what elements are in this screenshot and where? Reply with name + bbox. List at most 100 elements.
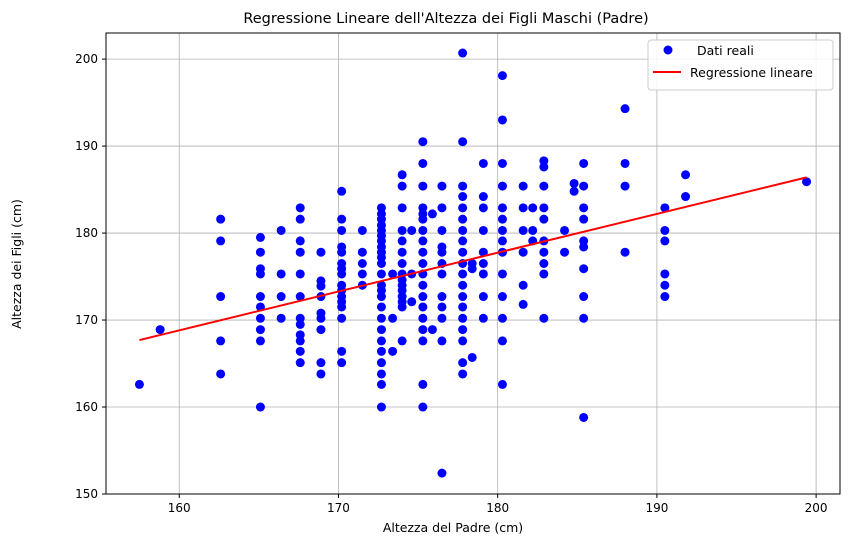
data-point (497, 336, 507, 346)
data-point (418, 402, 428, 412)
data-point (397, 225, 407, 235)
data-point (337, 214, 347, 224)
data-point (376, 259, 386, 268)
data-point (518, 225, 528, 235)
data-point (316, 325, 326, 335)
data-point (458, 203, 468, 213)
plot-frame (105, 32, 841, 495)
data-point (458, 292, 468, 302)
data-point (376, 302, 386, 312)
data-point (579, 158, 589, 168)
data-point (497, 181, 507, 191)
data-point (539, 181, 549, 191)
legend-box (647, 39, 834, 91)
data-point (579, 412, 589, 422)
data-point (388, 346, 398, 356)
data-point (579, 214, 589, 224)
data-point (418, 158, 428, 168)
data-point (295, 336, 305, 346)
data-point (458, 247, 468, 257)
data-point (467, 264, 477, 274)
data-point (418, 313, 428, 323)
data-point (478, 203, 488, 213)
data-point (418, 336, 428, 346)
data-point (497, 313, 507, 323)
data-point (539, 269, 549, 279)
data-point (418, 292, 428, 302)
data-point (337, 358, 347, 368)
data-points (134, 48, 812, 478)
data-point (397, 247, 407, 257)
y-tick-label: 150 (75, 487, 98, 501)
data-point (295, 236, 305, 246)
data-point (276, 269, 286, 279)
data-point (437, 181, 447, 191)
data-point (255, 313, 265, 323)
data-point (539, 259, 549, 268)
data-point (620, 158, 630, 168)
data-point (316, 247, 326, 257)
data-point (276, 225, 286, 235)
data-point (216, 369, 226, 379)
data-point (478, 313, 488, 323)
legend-marker-dati-reali (663, 45, 673, 55)
data-point (437, 302, 447, 312)
data-point (216, 292, 226, 302)
data-point (497, 203, 507, 213)
data-point (518, 247, 528, 257)
data-point (418, 236, 428, 246)
data-point (418, 302, 428, 312)
data-point (478, 192, 488, 202)
data-point (418, 214, 428, 224)
data-point (579, 242, 589, 252)
data-point (497, 269, 507, 279)
data-point (276, 292, 286, 302)
data-point (539, 214, 549, 224)
x-axis-label: Altezza del Padre (cm) (383, 520, 523, 535)
data-point (458, 137, 468, 147)
data-point (569, 186, 579, 196)
data-point (388, 269, 398, 279)
data-point (458, 48, 468, 58)
data-point (295, 203, 305, 213)
data-point (397, 302, 407, 312)
data-point (337, 302, 347, 312)
data-point (316, 369, 326, 379)
data-point (376, 369, 386, 379)
data-point (418, 259, 428, 268)
data-point (437, 247, 447, 257)
y-axis-label: Altezza dei Figli (cm) (9, 199, 24, 329)
data-point (478, 158, 488, 168)
data-point (316, 281, 326, 291)
data-point (337, 186, 347, 196)
data-point (539, 203, 549, 213)
data-point (255, 232, 265, 242)
data-point (802, 177, 812, 187)
data-point (560, 247, 570, 257)
data-point (681, 192, 691, 202)
data-point (216, 214, 226, 224)
data-point (418, 325, 428, 335)
legend: Dati reali Regressione lineare (647, 39, 834, 91)
x-tick-label: 190 (645, 501, 668, 515)
data-point (497, 236, 507, 246)
data-point (357, 225, 367, 235)
data-point (418, 181, 428, 191)
data-point (458, 214, 468, 224)
data-point (569, 178, 579, 188)
data-point (376, 313, 386, 323)
data-point (497, 71, 507, 81)
data-point (497, 115, 507, 125)
data-point (295, 292, 305, 302)
data-point (478, 292, 488, 302)
data-point (660, 203, 670, 213)
data-point (497, 158, 507, 168)
data-point (337, 313, 347, 323)
data-point (579, 203, 589, 213)
data-point (357, 247, 367, 257)
data-point (295, 214, 305, 224)
data-point (560, 225, 570, 235)
data-point (579, 313, 589, 323)
data-point (497, 292, 507, 302)
data-point (518, 203, 528, 213)
